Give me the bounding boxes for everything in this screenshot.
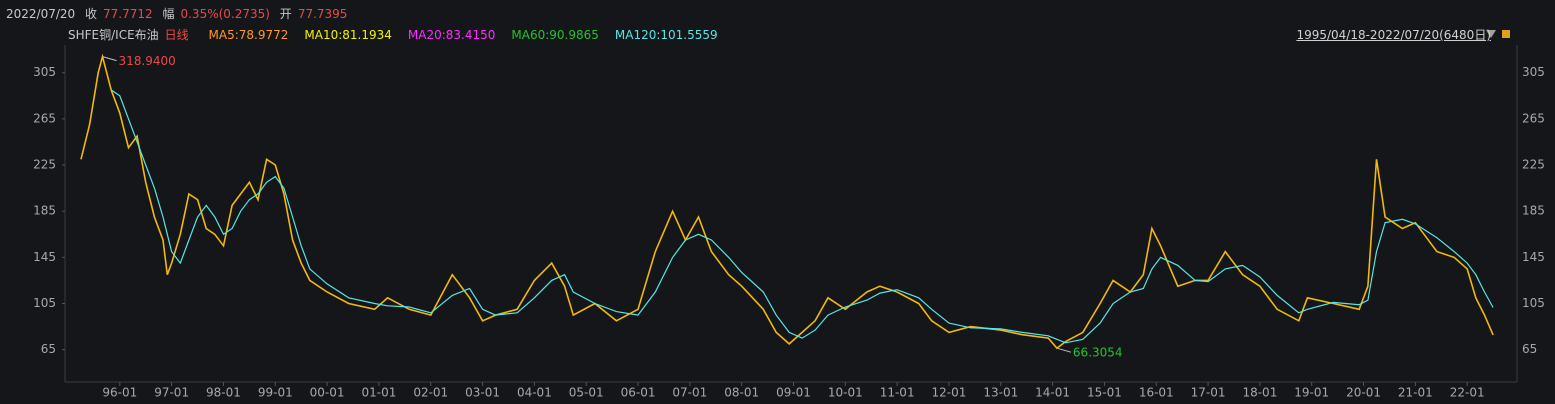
x-tick-label: 01-01 xyxy=(361,386,396,400)
y-tick-label: 65 xyxy=(41,342,56,356)
y-tick-label: 185 xyxy=(33,204,56,218)
x-tick-label: 08-01 xyxy=(724,386,759,400)
x-tick-label: 18-01 xyxy=(1242,386,1277,400)
x-tick-label: 05-01 xyxy=(569,386,604,400)
annotation-pointer xyxy=(1056,347,1072,353)
x-tick-label: 15-01 xyxy=(1087,386,1122,400)
x-tick-label: 21-01 xyxy=(1398,386,1433,400)
x-tick-label: 19-01 xyxy=(1294,386,1329,400)
x-tick-label: 10-01 xyxy=(828,386,863,400)
legend-row: SHFE铜/ICE布油 日线 MA5:78.9772 MA10:81.1934 MA2… xyxy=(68,26,724,43)
indicator: MA5:78.9772 xyxy=(208,28,289,42)
dropdown-icon[interactable] xyxy=(1486,30,1496,38)
y2-tick-label: 225 xyxy=(1522,158,1545,172)
y-tick-label: 225 xyxy=(33,158,56,172)
y2-tick-label: 65 xyxy=(1522,342,1537,356)
x-tick-label: 04-01 xyxy=(517,386,552,400)
x-tick-label: 09-01 xyxy=(776,386,811,400)
y2-tick-label: 105 xyxy=(1522,296,1545,310)
date-range[interactable]: 1995/04/18-2022/07/20(6480日) xyxy=(1296,28,1491,42)
x-tick-label: 22-01 xyxy=(1450,386,1485,400)
indicator: MA10:81.1934 xyxy=(304,28,392,42)
label: 幅 xyxy=(162,7,175,21)
x-tick-label: 98-01 xyxy=(206,386,241,400)
x-tick-label: 97-01 xyxy=(154,386,189,400)
x-tick-label: 96-01 xyxy=(102,386,137,400)
label: 收 xyxy=(85,7,98,21)
x-tick-label: 11-01 xyxy=(880,386,915,400)
value: 77.7712 xyxy=(103,7,153,21)
x-tick-label: 13-01 xyxy=(983,386,1018,400)
x-tick-label: 20-01 xyxy=(1346,386,1381,400)
y2-tick-label: 305 xyxy=(1522,65,1545,79)
period: 日线 xyxy=(164,28,189,42)
series-line xyxy=(110,89,1494,344)
y2-tick-label: 185 xyxy=(1522,204,1545,218)
x-tick-label: 99-01 xyxy=(258,386,293,400)
y-tick-label: 265 xyxy=(33,111,56,125)
x-tick-label: 07-01 xyxy=(672,386,707,400)
indicator: MA60:90.9865 xyxy=(511,28,599,42)
indicator: MA20:83.4150 xyxy=(407,28,496,42)
annotation-pointer xyxy=(102,56,117,62)
annotation: 318.9400 xyxy=(119,54,176,68)
value: 0.35%(0.2735) xyxy=(180,7,270,21)
quote-row: 2022/07/20 收 77.7712 幅 0.35%(0.2735) 开 77.7… xyxy=(6,5,353,22)
x-tick-label: 03-01 xyxy=(465,386,500,400)
date: 2022/07/20 xyxy=(6,7,76,21)
symbol: SHFE铜/ICE布油 xyxy=(68,28,159,42)
x-tick-label: 12-01 xyxy=(932,386,967,400)
value: 77.7395 xyxy=(297,7,348,21)
x-tick-label: 16-01 xyxy=(1139,386,1174,400)
x-tick-label: 02-01 xyxy=(413,386,448,400)
y-tick-label: 145 xyxy=(33,250,56,264)
lock-icon[interactable] xyxy=(1502,30,1510,38)
y-tick-label: 305 xyxy=(33,65,56,79)
indicator: MA120:101.5559 xyxy=(614,28,718,42)
y2-tick-label: 145 xyxy=(1522,250,1545,264)
annotation: 66.3054 xyxy=(1073,346,1123,360)
y2-tick-label: 265 xyxy=(1522,111,1545,125)
x-tick-label: 06-01 xyxy=(621,386,656,400)
label: 开 xyxy=(279,7,292,21)
x-tick-label: 17-01 xyxy=(1191,386,1226,400)
series-line xyxy=(80,53,1494,350)
x-tick-label: 14-01 xyxy=(1035,386,1070,400)
x-tick-label: 00-01 xyxy=(310,386,345,400)
y-tick-label: 105 xyxy=(33,296,56,310)
